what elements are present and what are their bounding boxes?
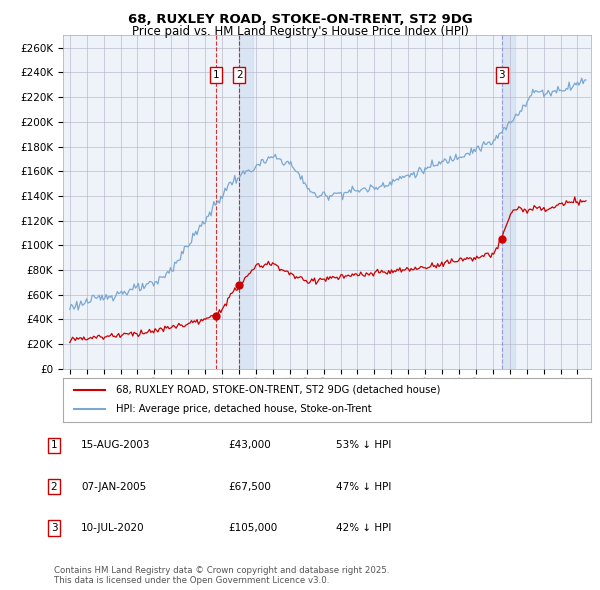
Text: 2: 2 — [50, 482, 58, 491]
Text: Contains HM Land Registry data © Crown copyright and database right 2025.
This d: Contains HM Land Registry data © Crown c… — [54, 566, 389, 585]
Text: 1: 1 — [212, 70, 219, 80]
Text: HPI: Average price, detached house, Stoke-on-Trent: HPI: Average price, detached house, Stok… — [116, 405, 371, 414]
Text: 15-AUG-2003: 15-AUG-2003 — [81, 441, 151, 450]
Text: 68, RUXLEY ROAD, STOKE-ON-TRENT, ST2 9DG: 68, RUXLEY ROAD, STOKE-ON-TRENT, ST2 9DG — [128, 13, 472, 26]
Text: 3: 3 — [50, 523, 58, 533]
Text: 68, RUXLEY ROAD, STOKE-ON-TRENT, ST2 9DG (detached house): 68, RUXLEY ROAD, STOKE-ON-TRENT, ST2 9DG… — [116, 385, 440, 395]
Text: £105,000: £105,000 — [228, 523, 277, 533]
Text: 1: 1 — [50, 441, 58, 450]
Text: 3: 3 — [499, 70, 505, 80]
Text: 07-JAN-2005: 07-JAN-2005 — [81, 482, 146, 491]
Text: £43,000: £43,000 — [228, 441, 271, 450]
Text: 2: 2 — [236, 70, 242, 80]
Text: 53% ↓ HPI: 53% ↓ HPI — [336, 441, 391, 450]
Text: £67,500: £67,500 — [228, 482, 271, 491]
Text: 10-JUL-2020: 10-JUL-2020 — [81, 523, 145, 533]
Bar — [502, 35, 515, 369]
Bar — [239, 35, 253, 369]
Text: 47% ↓ HPI: 47% ↓ HPI — [336, 482, 391, 491]
Text: Price paid vs. HM Land Registry's House Price Index (HPI): Price paid vs. HM Land Registry's House … — [131, 25, 469, 38]
Text: 42% ↓ HPI: 42% ↓ HPI — [336, 523, 391, 533]
